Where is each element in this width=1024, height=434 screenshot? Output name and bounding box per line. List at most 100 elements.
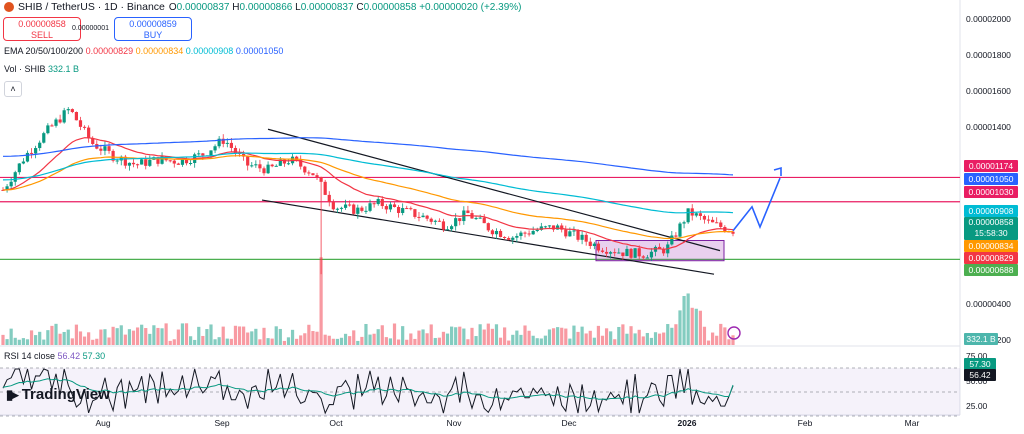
- rsi-legend[interactable]: RSI 14 close 56.42 57.30: [4, 351, 105, 361]
- candle: [217, 138, 221, 147]
- volume-bar: [339, 337, 344, 345]
- volume-bar: [641, 336, 645, 345]
- volume-bar: [666, 324, 670, 345]
- tradingview-logo[interactable]: ▮▸ TradingView: [6, 386, 110, 403]
- buy-label: BUY: [143, 30, 163, 40]
- live-indicator-icon: [727, 326, 741, 340]
- candle: [674, 235, 678, 237]
- symbol-title[interactable]: SHIB / TetherUS · 1D · Binance: [18, 1, 165, 13]
- volume-bar: [694, 308, 698, 345]
- volume-bar: [649, 337, 654, 345]
- candle: [437, 220, 441, 222]
- volume-bar: [111, 326, 115, 345]
- candle: [617, 252, 621, 254]
- candle: [250, 165, 254, 167]
- volume-legend[interactable]: Vol · SHIB 332.1 B: [4, 64, 79, 74]
- candle: [503, 236, 507, 238]
- candle: [38, 142, 42, 149]
- volume-bar: [299, 335, 303, 345]
- candle: [662, 248, 666, 254]
- candle: [686, 208, 690, 223]
- candle: [413, 209, 417, 217]
- candle: [637, 248, 641, 257]
- candle: [348, 204, 352, 206]
- candle: [445, 229, 450, 231]
- candle: [523, 232, 527, 234]
- volume-bar: [9, 328, 13, 345]
- ema100-line: [2, 152, 734, 214]
- shib-icon: [4, 2, 14, 12]
- volume-bar: [380, 325, 384, 345]
- volume-label: Vol · SHIB: [4, 64, 46, 74]
- volume-bar: [331, 338, 335, 345]
- candle: [613, 252, 617, 254]
- volume-bar: [560, 327, 564, 345]
- candle: [388, 204, 393, 210]
- volume-axis-label: 332.1 B: [964, 333, 998, 345]
- volume-bar: [184, 323, 189, 345]
- volume-bar: [213, 339, 217, 345]
- candle: [360, 207, 364, 211]
- buy-button[interactable]: 0.00000859 BUY: [114, 17, 192, 41]
- candle: [311, 173, 315, 176]
- candle: [490, 230, 494, 235]
- volume-bar: [625, 333, 629, 345]
- volume-bar: [503, 327, 507, 345]
- volume-bar: [368, 334, 372, 345]
- candle: [641, 256, 645, 258]
- volume-bar: [311, 331, 315, 345]
- volume-bar: [87, 332, 91, 345]
- volume-bar: [486, 323, 490, 345]
- candle: [368, 203, 372, 211]
- volume-bar: [425, 333, 429, 345]
- candle: [409, 208, 413, 210]
- rsi-tick-mid: 50.00: [966, 376, 988, 386]
- volume-bar: [54, 323, 58, 345]
- candle: [731, 231, 735, 234]
- ema-legend[interactable]: EMA 20/50/100/200 0.00000829 0.00000834 …: [4, 46, 283, 56]
- volume-bar: [1, 334, 5, 345]
- volume-bar: [392, 323, 397, 345]
- volume-bar: [42, 339, 46, 345]
- volume-bar: [409, 333, 413, 345]
- volume-bar: [25, 339, 30, 345]
- volume-bar: [335, 338, 340, 345]
- candle: [547, 225, 552, 227]
- candle: [380, 199, 384, 207]
- candle: [295, 156, 299, 160]
- ema20-value: 0.00000829: [85, 46, 134, 56]
- volume-bar: [466, 339, 470, 345]
- spread-value: 0.00000001: [72, 25, 109, 32]
- candle: [352, 204, 356, 214]
- volume-bar: [229, 338, 233, 345]
- candle: [233, 147, 238, 154]
- volume-bar: [38, 331, 42, 345]
- volume-bar: [164, 323, 168, 345]
- candle: [58, 119, 62, 123]
- candle: [87, 127, 91, 139]
- collapse-legend-button[interactable]: ˄: [4, 81, 22, 97]
- volume-bar: [148, 333, 152, 345]
- candle: [486, 223, 490, 231]
- candle: [702, 215, 707, 220]
- candle: [282, 159, 286, 164]
- candle: [711, 219, 715, 223]
- volume-bar: [600, 335, 605, 345]
- sell-button[interactable]: 0.00000858 SELL: [3, 17, 81, 41]
- candle: [478, 217, 482, 219]
- candle: [425, 215, 429, 219]
- volume-bar: [670, 327, 674, 345]
- candle: [99, 148, 103, 151]
- volume-bar: [617, 326, 621, 345]
- candle: [556, 225, 560, 230]
- candle: [148, 159, 152, 166]
- ema20-line: [2, 137, 734, 250]
- candle: [246, 156, 250, 166]
- volume-bar: [539, 338, 543, 345]
- candle: [25, 152, 30, 162]
- candle: [103, 146, 107, 151]
- rsi-value: 56.42: [57, 351, 81, 361]
- candle: [266, 164, 270, 174]
- volume-bar: [29, 330, 34, 345]
